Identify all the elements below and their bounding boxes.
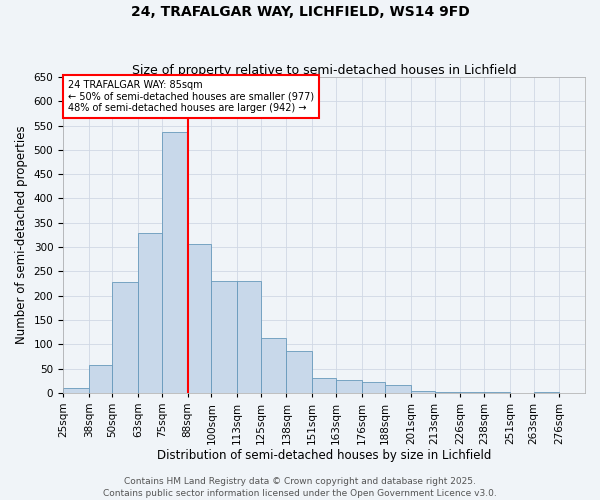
Y-axis label: Number of semi-detached properties: Number of semi-detached properties — [15, 126, 28, 344]
Bar — [286, 350, 312, 393]
Bar — [435, 392, 460, 393]
Text: 24 TRAFALGAR WAY: 85sqm
← 50% of semi-detached houses are smaller (977)
48% of s: 24 TRAFALGAR WAY: 85sqm ← 50% of semi-de… — [68, 80, 314, 114]
Bar — [385, 385, 411, 393]
Bar — [138, 234, 162, 393]
Bar — [261, 338, 286, 393]
Text: Contains HM Land Registry data © Crown copyright and database right 2025.
Contai: Contains HM Land Registry data © Crown c… — [103, 476, 497, 498]
Bar — [211, 281, 237, 393]
Bar — [89, 364, 112, 393]
Bar — [362, 382, 385, 393]
X-axis label: Distribution of semi-detached houses by size in Lichfield: Distribution of semi-detached houses by … — [157, 450, 491, 462]
Bar — [533, 392, 559, 393]
Bar — [336, 380, 362, 393]
Bar — [237, 281, 261, 393]
Bar — [460, 392, 484, 393]
Text: 24, TRAFALGAR WAY, LICHFIELD, WS14 9FD: 24, TRAFALGAR WAY, LICHFIELD, WS14 9FD — [131, 5, 469, 19]
Title: Size of property relative to semi-detached houses in Lichfield: Size of property relative to semi-detach… — [132, 64, 517, 77]
Bar — [162, 132, 188, 393]
Bar — [411, 391, 435, 393]
Bar — [112, 282, 138, 393]
Bar — [188, 244, 211, 393]
Bar — [63, 388, 89, 393]
Bar — [312, 378, 336, 393]
